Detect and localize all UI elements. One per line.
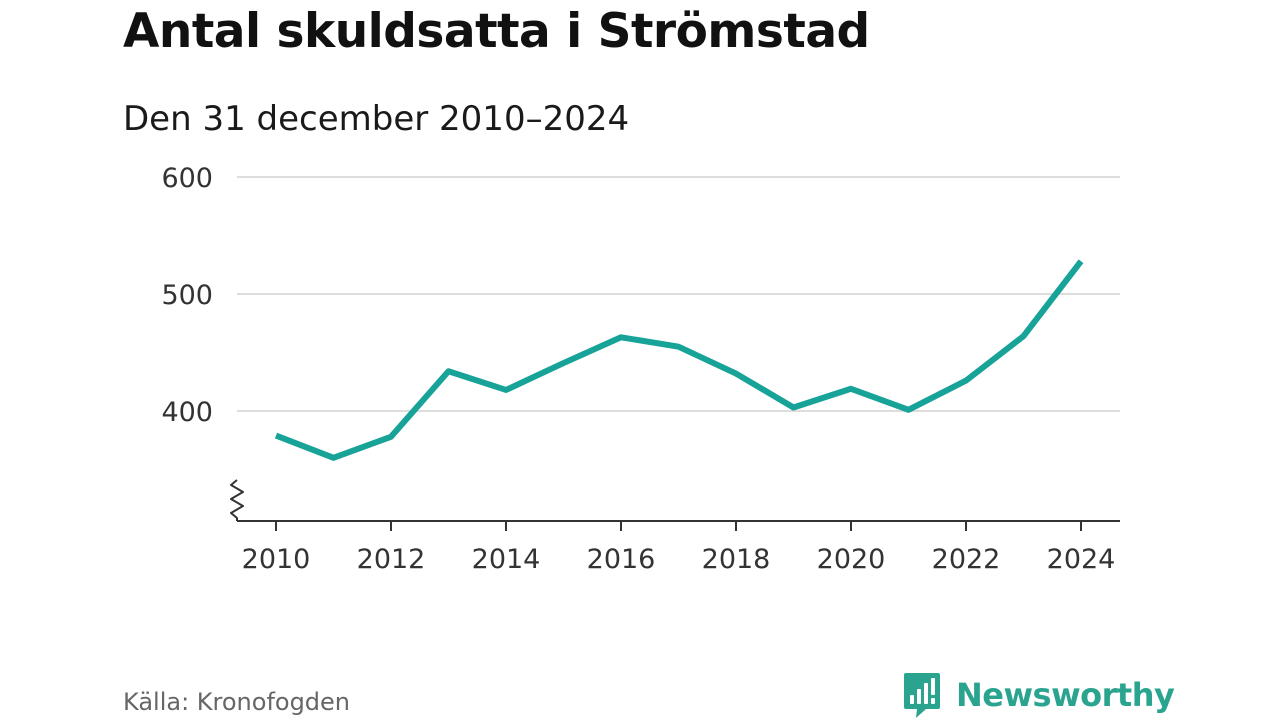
y-tick-label: 400 — [161, 397, 213, 428]
source-note: Källa: Kronofogden — [123, 688, 351, 716]
series-line-0 — [274, 259, 1084, 461]
chart-title: Antal skuldsatta i Strömstad — [123, 4, 870, 59]
data-point-2011 — [331, 455, 337, 461]
data-point-2018 — [733, 371, 739, 377]
brand-logo: Newsworthy — [902, 670, 1175, 720]
x-tick-label: 2012 — [357, 544, 426, 575]
x-tick-label: 2018 — [702, 544, 771, 575]
data-point-2020 — [848, 386, 854, 392]
x-tick-label: 2022 — [932, 544, 1001, 575]
chart-subtitle: Den 31 december 2010–2024 — [123, 99, 630, 139]
data-point-2015 — [561, 360, 567, 366]
x-tick-label: 2014 — [472, 544, 541, 575]
data-point-2016 — [618, 334, 624, 340]
series-layer — [273, 258, 1084, 461]
data-point-2019 — [791, 405, 797, 411]
tick-labels: 400 500 600 2010 2012 2014 2016 2018 2020 2022 202… — [161, 163, 1115, 575]
data-point-2021 — [906, 407, 912, 413]
newsworthy-logo-icon — [904, 673, 940, 718]
data-point-2010 — [273, 433, 279, 439]
brand-name: Newsworthy — [956, 676, 1175, 714]
x-tick-label: 2020 — [817, 544, 886, 575]
data-point-2013 — [446, 368, 452, 374]
data-point-2017 — [676, 344, 682, 350]
data-point-2024 — [1078, 258, 1084, 264]
x-tick-label: 2010 — [242, 544, 311, 575]
data-point-2012 — [388, 434, 394, 440]
axis-break-marker — [230, 479, 244, 521]
x-tick-label: 2024 — [1047, 544, 1116, 575]
x-tick-label: 2016 — [587, 544, 656, 575]
y-tick-label: 600 — [161, 163, 213, 194]
gridlines — [237, 176, 1120, 413]
data-point-2014 — [503, 387, 509, 393]
y-tick-label: 500 — [161, 280, 213, 311]
data-point-2023 — [1021, 333, 1027, 339]
x-axis — [230, 479, 1120, 531]
data-point-2022 — [963, 378, 969, 384]
line-chart: 400 500 600 2010 2012 2014 2016 2018 2020 2022 202… — [161, 163, 1120, 575]
